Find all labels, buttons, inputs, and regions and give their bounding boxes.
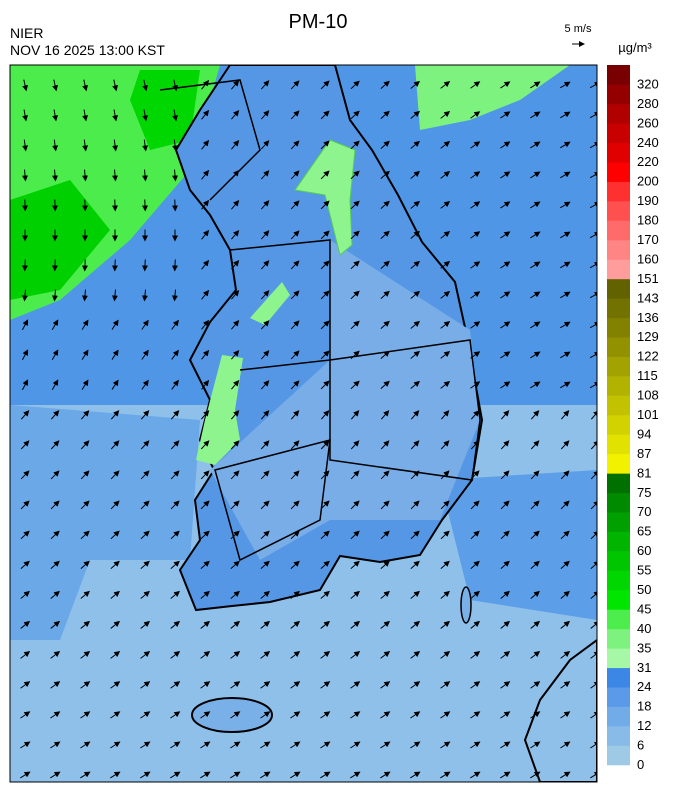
colorbar-unit: µg/m³ [618,40,652,55]
colorbar-label: 70 [637,504,651,519]
colorbar-label: 122 [637,349,659,364]
colorbar-segment [607,279,630,299]
colorbar-segment [607,571,630,591]
colorbar-label: 18 [637,699,651,714]
colorbar-segment [607,65,630,85]
colorbar-segment [607,746,630,766]
map [10,65,600,782]
colorbar-segment [607,298,630,318]
wind-scale-label: 5 m/s [565,23,592,35]
colorbar-label: 180 [637,213,659,228]
colorbar-label: 101 [637,407,659,422]
colorbar-label: 170 [637,232,659,247]
colorbar-label: 45 [637,601,651,616]
colorbar-label: 0 [637,757,644,772]
colorbar-label: 108 [637,388,659,403]
colorbar-segment [607,201,630,221]
colorbar-segment [607,551,630,571]
colorbar-segment [607,318,630,338]
colorbar-segment [607,415,630,435]
colorbar-label: 6 [637,738,644,753]
colorbar-segment [607,221,630,241]
colorbar-segment [607,376,630,396]
colorbar-segment [607,104,630,124]
colorbar-label: 151 [637,271,659,286]
colorbar-label: 160 [637,251,659,266]
colorbar-segment [607,629,630,649]
wind-arrow [85,260,86,271]
colorbar-label: 94 [637,426,651,441]
datetime: NOV 16 2025 13:00 KST [10,42,165,58]
colorbar-label: 136 [637,310,659,325]
colorbar-segment [607,473,630,493]
wind-arrow [175,260,176,271]
colorbar-segment [607,493,630,513]
island [461,587,471,623]
colorbar-segment [607,590,630,610]
colorbar-segment [607,668,630,688]
colorbar-segment [607,357,630,377]
colorbar-segment [607,182,630,202]
colorbar-label: 129 [637,329,659,344]
colorbar-label: 65 [637,524,651,539]
colorbar-label: 60 [637,543,651,558]
colorbar-label: 75 [637,485,651,500]
colorbar-segment [607,143,630,163]
colorbar-segment [607,396,630,416]
colorbar-label: 50 [637,582,651,597]
colorbar-label: 40 [637,621,651,636]
colorbar-segment [607,512,630,532]
colorbar-label: 320 [637,76,659,91]
colorbar-label: 12 [637,718,651,733]
colorbar-label: 115 [637,368,658,383]
colorbar: 0 6 12 18 24 31 35 40 45 50 55 60 65 70 75 81 87 94 101 108… [607,65,659,772]
colorbar-label: 87 [637,446,651,461]
agency: NIER [10,25,43,41]
colorbar-label: 260 [637,115,659,130]
colorbar-label: 190 [637,193,659,208]
wind-arrow [55,260,56,271]
colorbar-segment [607,123,630,143]
colorbar-label: 240 [637,135,659,150]
colorbar-label: 35 [637,640,651,655]
colorbar-segment [607,707,630,727]
colorbar-label: 81 [637,465,651,480]
colorbar-label: 55 [637,563,651,578]
colorbar-label: 143 [637,290,659,305]
colorbar-segment [607,454,630,474]
colorbar-segment [607,434,630,454]
colorbar-segment [607,609,630,629]
colorbar-label: 200 [637,174,659,189]
colorbar-segment [607,240,630,260]
colorbar-label: 280 [637,96,659,111]
colorbar-segment [607,648,630,668]
title: PM-10 [289,11,348,33]
wind-arrow [145,260,146,271]
colorbar-label: 220 [637,154,659,169]
colorbar-label: 31 [637,660,651,675]
colorbar-segment [607,337,630,357]
colorbar-segment [607,259,630,279]
wind-arrow [115,260,116,271]
jeju-island [192,698,272,732]
colorbar-segment [607,726,630,746]
colorbar-segment [607,687,630,707]
colorbar-label: 24 [637,679,651,694]
colorbar-segment [607,532,630,552]
colorbar-segment [607,84,630,104]
wind-arrow [25,260,26,271]
colorbar-segment [607,162,630,182]
